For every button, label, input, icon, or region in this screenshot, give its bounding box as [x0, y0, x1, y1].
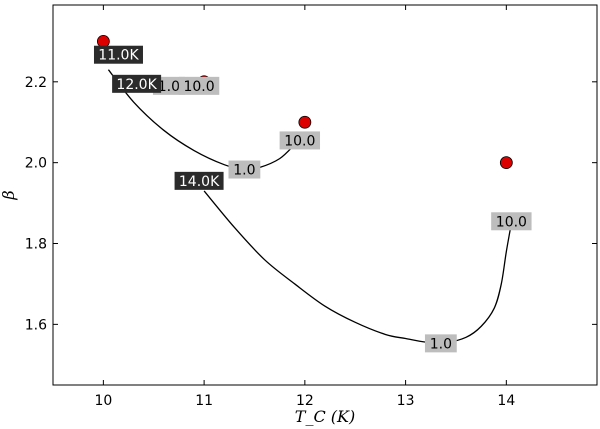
light-label-box: [228, 160, 261, 179]
x-tick-label: 13: [397, 393, 415, 409]
y-tick-label: 2.0: [25, 156, 47, 172]
label-text: 12.0K: [116, 77, 157, 93]
light-label-box: [424, 334, 457, 353]
y-axis-title: β: [0, 190, 18, 200]
label-text: 14.0K: [179, 174, 220, 190]
annotation-label: 10.0: [279, 131, 321, 150]
light-label-box: [279, 131, 321, 150]
annotation-label: 1.0: [228, 160, 261, 179]
label-text: 11.0K: [98, 48, 139, 64]
label-text: 10.0: [284, 133, 315, 149]
annotation-label: 10.0: [491, 212, 532, 231]
dark-label-box: [174, 171, 224, 190]
curve-12-0k: [107, 69, 296, 171]
x-axis-title: T_C (K): [295, 407, 355, 426]
annotation-label: 10.0: [178, 76, 220, 95]
data-point: [499, 156, 513, 170]
label-text: 1.0: [158, 79, 180, 95]
light-label-box: [491, 212, 532, 231]
curve-start-label: 14.0K: [174, 171, 224, 190]
annotation-label: 1.0: [424, 334, 457, 353]
y-tick-label: 2.2: [25, 75, 47, 91]
label-text: 10.0: [496, 214, 527, 230]
label-text: 10.0: [183, 79, 214, 95]
label-text: 1.0: [430, 336, 452, 352]
light-label-box: [178, 76, 220, 95]
label-text: 1.0: [233, 163, 255, 179]
dark-label-box: [112, 74, 162, 93]
plot-frame: [52, 4, 598, 386]
curves-layer: [107, 69, 513, 344]
dark-label-box: [93, 45, 143, 64]
axis-titles: T_C (K) β: [0, 190, 355, 426]
y-tick-label: 1.8: [25, 237, 47, 253]
curve-start-label: 11.0K: [93, 45, 143, 64]
x-tick-label: 14: [497, 393, 515, 409]
axis-ticks: 10 11 12 13 14 1.6 1.8 2.0 2.2: [25, 5, 597, 409]
curve-14-0k: [203, 190, 513, 344]
x-tick-label: 11: [195, 393, 213, 409]
x-tick-label: 10: [94, 393, 112, 409]
data-point: [96, 34, 110, 48]
data-point: [298, 115, 312, 129]
axes-frame: [52, 4, 598, 386]
x-tick-label: 12: [296, 393, 314, 409]
curve-start-label: 12.0K: [112, 74, 162, 93]
y-tick-label: 1.6: [25, 317, 47, 333]
labels-layer: 1.0 10.011.0K1.010.012.0K1.010.014.0K: [93, 45, 532, 353]
